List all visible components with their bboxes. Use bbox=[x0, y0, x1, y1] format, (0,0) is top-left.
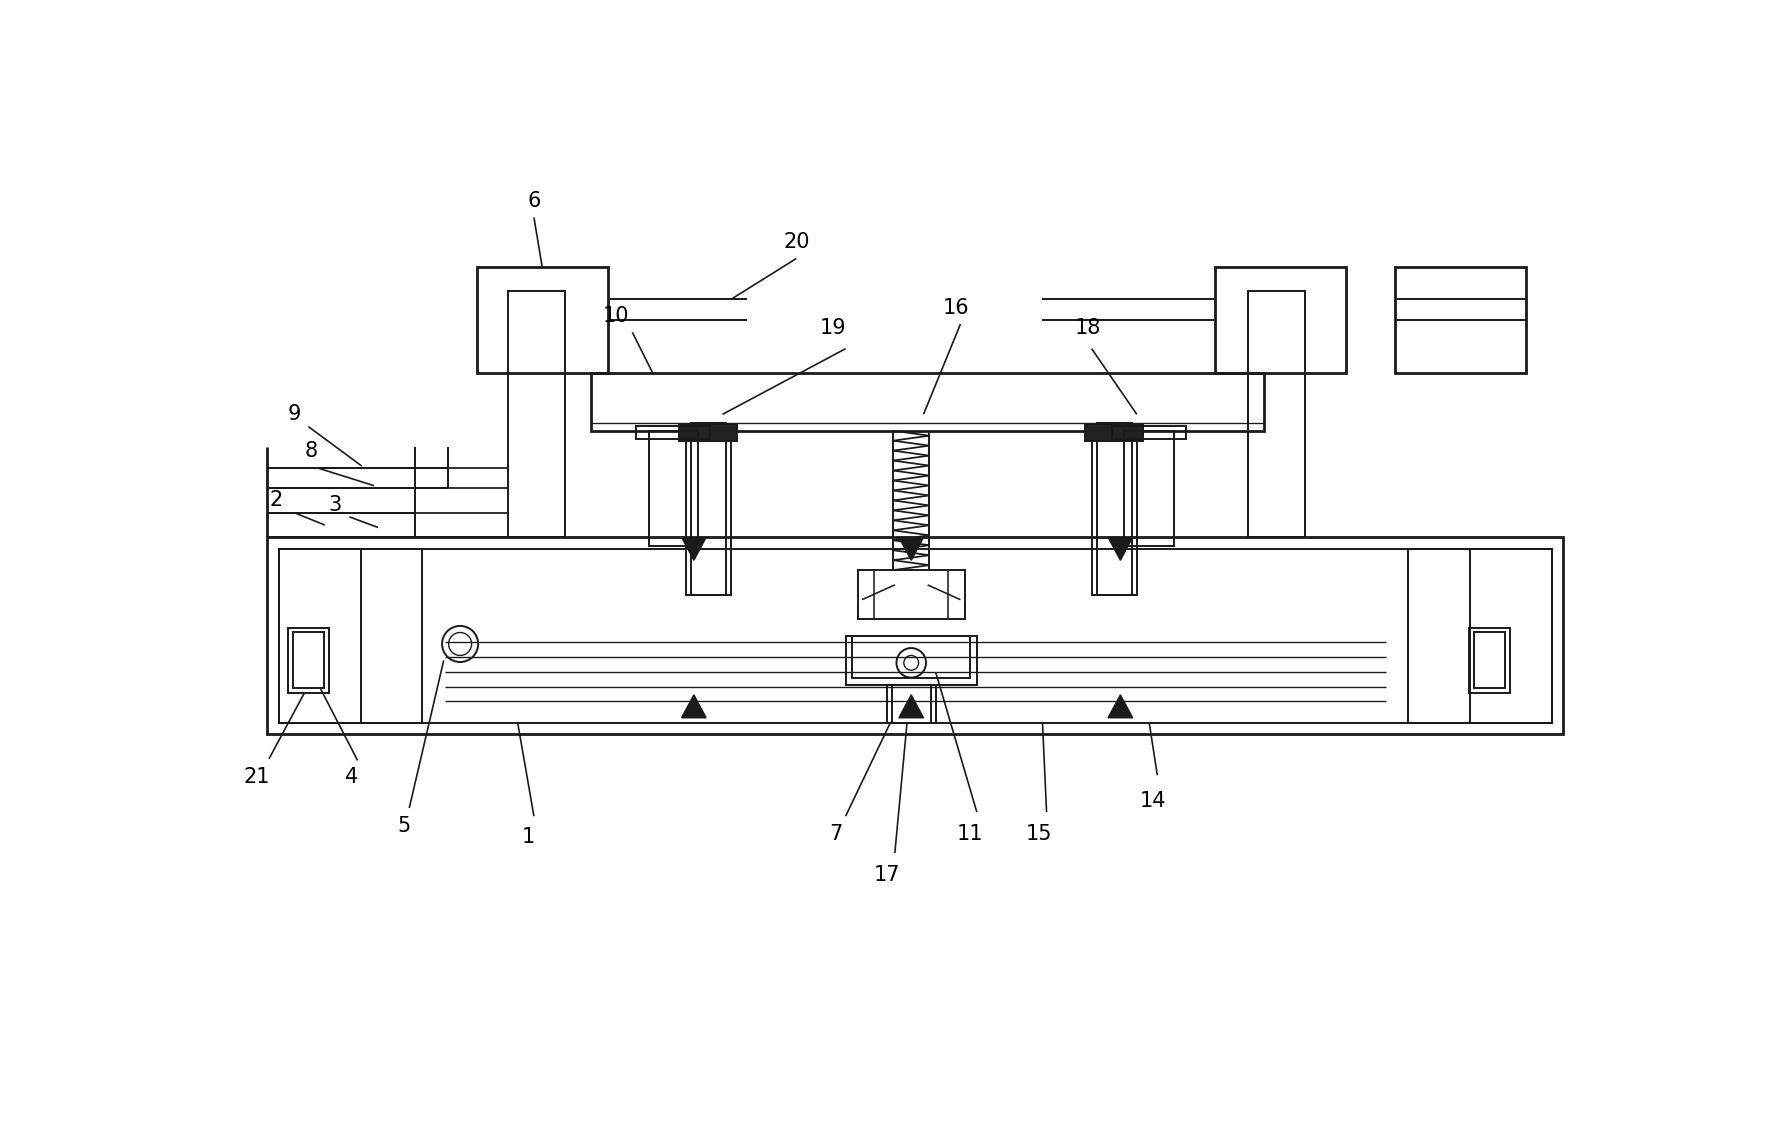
Polygon shape bbox=[1108, 537, 1133, 560]
Text: 1: 1 bbox=[521, 826, 535, 847]
Polygon shape bbox=[900, 694, 923, 718]
Bar bbox=[1124, 430, 1173, 545]
Bar bbox=[279, 549, 1552, 723]
Bar bbox=[686, 430, 731, 595]
Bar bbox=[852, 636, 971, 679]
Bar bbox=[592, 374, 1264, 430]
Text: 11: 11 bbox=[957, 824, 983, 844]
Polygon shape bbox=[1108, 694, 1133, 718]
Bar bbox=[1469, 628, 1510, 693]
Bar bbox=[1092, 430, 1136, 595]
Text: 3: 3 bbox=[329, 495, 341, 515]
Text: 7: 7 bbox=[829, 824, 843, 844]
Text: 21: 21 bbox=[244, 767, 270, 787]
Text: 2: 2 bbox=[270, 490, 283, 510]
Polygon shape bbox=[900, 537, 923, 560]
Bar bbox=[649, 430, 699, 545]
Bar bbox=[288, 628, 329, 693]
Bar bbox=[679, 425, 738, 440]
Bar bbox=[509, 291, 565, 537]
Bar bbox=[1408, 549, 1552, 723]
Polygon shape bbox=[681, 537, 706, 560]
Bar bbox=[887, 685, 935, 723]
Bar bbox=[1248, 291, 1305, 537]
Bar bbox=[637, 426, 709, 439]
Bar bbox=[293, 632, 324, 689]
Text: 14: 14 bbox=[1140, 791, 1166, 812]
Text: 16: 16 bbox=[942, 298, 969, 317]
Bar bbox=[477, 266, 608, 374]
Text: 10: 10 bbox=[603, 306, 629, 326]
Bar bbox=[846, 636, 976, 685]
Polygon shape bbox=[681, 694, 706, 718]
Bar bbox=[267, 537, 1563, 734]
Text: 4: 4 bbox=[345, 767, 359, 787]
Bar bbox=[1085, 425, 1143, 440]
Bar bbox=[1097, 422, 1133, 595]
Text: 17: 17 bbox=[873, 865, 900, 885]
Bar bbox=[1396, 266, 1526, 374]
Text: 5: 5 bbox=[398, 816, 411, 837]
Bar bbox=[690, 422, 725, 595]
Text: 18: 18 bbox=[1074, 318, 1101, 339]
Bar bbox=[279, 549, 423, 723]
Text: 20: 20 bbox=[782, 233, 809, 252]
Bar bbox=[1474, 632, 1504, 689]
Text: 8: 8 bbox=[304, 441, 318, 462]
Bar bbox=[859, 570, 964, 620]
Bar bbox=[1214, 266, 1346, 374]
Text: 15: 15 bbox=[1026, 824, 1053, 844]
Text: 6: 6 bbox=[528, 191, 541, 211]
Bar bbox=[891, 685, 932, 723]
Bar bbox=[1113, 426, 1186, 439]
Text: 19: 19 bbox=[820, 318, 846, 339]
Text: 9: 9 bbox=[288, 404, 300, 425]
